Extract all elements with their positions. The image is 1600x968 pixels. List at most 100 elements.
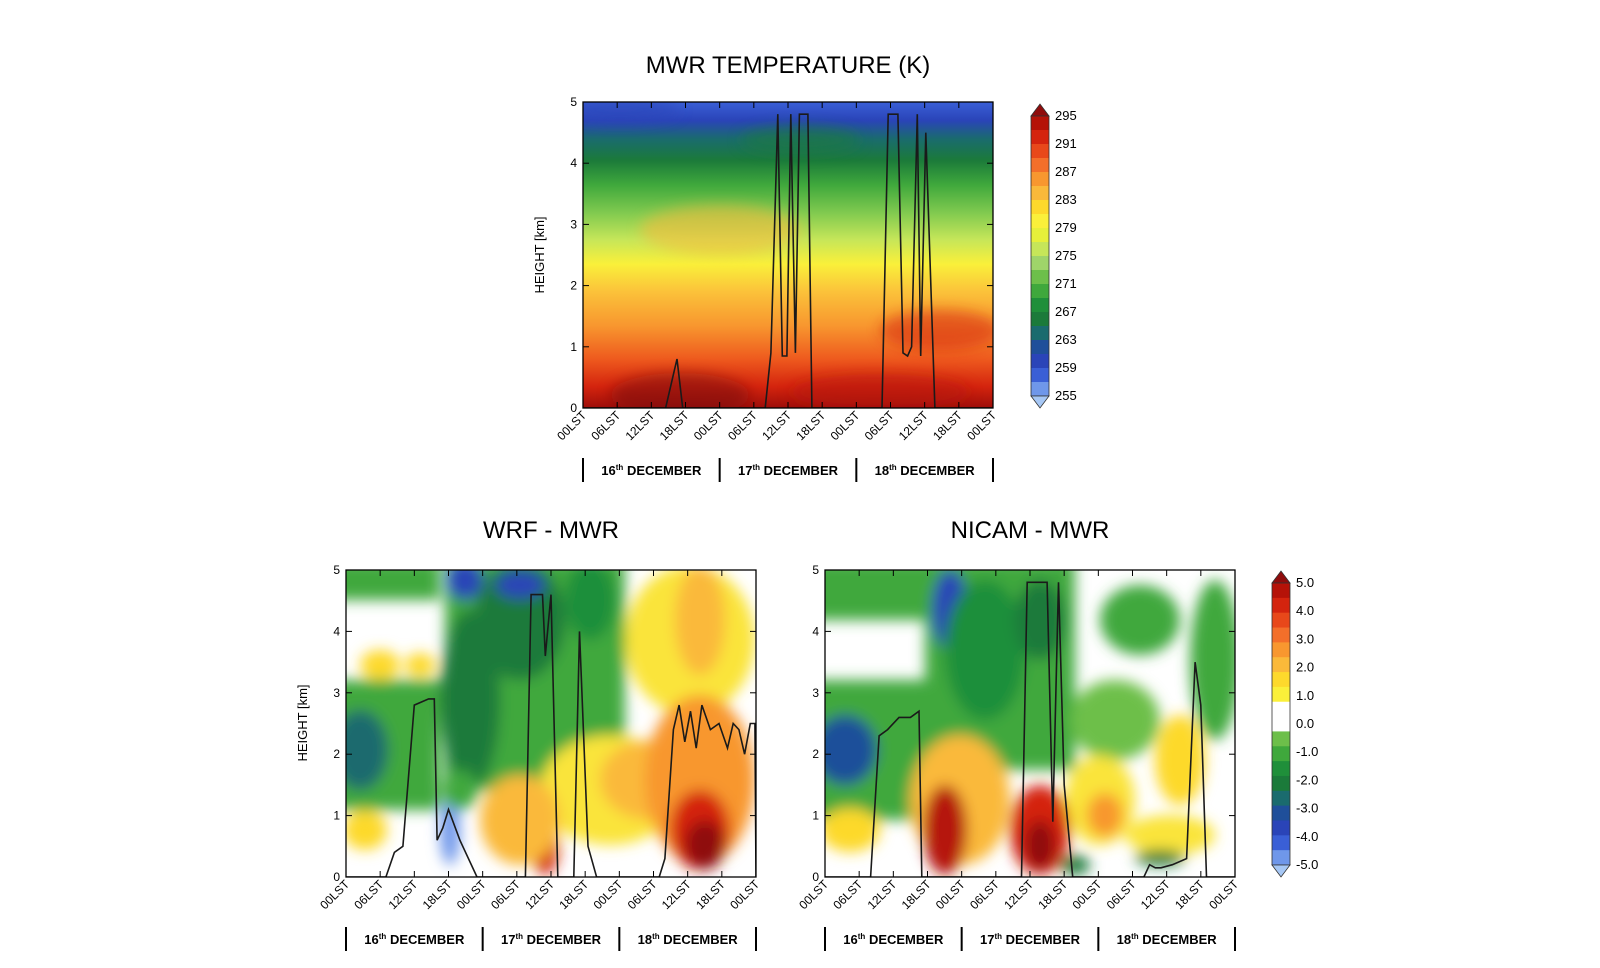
x-tick-label: 12LST [386, 877, 421, 912]
y-tick-label: 5 [812, 563, 819, 577]
colorbar-segment [1272, 701, 1290, 718]
day-label: 17th DECEMBER [501, 932, 602, 947]
x-tick-label: 00LST [964, 408, 999, 443]
boundary-layer-height-line [825, 581, 1235, 877]
colorbar-label: 263 [1055, 332, 1077, 347]
x-tick-label: 18LST [1035, 877, 1070, 912]
x-tick-label: 18LST [930, 408, 965, 443]
y-tick-label: 2 [570, 279, 577, 293]
colorbar-segment [1031, 298, 1049, 313]
y-tick-label: 2 [333, 747, 340, 761]
mwr-temperature-panel: MWR TEMPERATURE (K) HEIGHT [km] 0 1 2 3 4 5 00… [532, 52, 1077, 482]
x-tick-label: 12LST [896, 408, 931, 443]
colorbar-segment [1031, 326, 1049, 341]
colorbar-segment [1031, 382, 1049, 397]
colorbar-segment [1031, 256, 1049, 271]
x-tick-label: 12LST [759, 408, 794, 443]
colorbar-segment [1031, 200, 1049, 215]
colorbar-label: -4.0 [1296, 829, 1318, 844]
x-tick-label: 18LST [420, 877, 455, 912]
colorbar-label: 5.0 [1296, 575, 1314, 590]
y-axis-label: HEIGHT [km] [295, 684, 310, 761]
colorbar-segment [1031, 270, 1049, 285]
x-tick-label: 12LST [1138, 877, 1173, 912]
x-tick-label: 06LST [588, 408, 623, 443]
colorbar-label: 267 [1055, 304, 1077, 319]
y-tick-label: 0 [570, 401, 577, 415]
difference-field [346, 570, 756, 877]
colorbar-segment [1272, 746, 1290, 762]
colorbar-segment [1272, 642, 1290, 658]
boundary-layer-height-line [346, 593, 756, 877]
x-tick-label: 06LST [351, 877, 386, 912]
colorbar-label: 279 [1055, 220, 1077, 235]
colorbar-segment [1272, 775, 1290, 792]
colorbar-label: -2.0 [1296, 772, 1318, 787]
colorbar-segment [1031, 312, 1049, 327]
y-tick-label: 4 [570, 156, 577, 170]
colorbar-label: 287 [1055, 164, 1077, 179]
x-tick-label: 00LST [933, 877, 968, 912]
day-label: 18th DECEMBER [638, 932, 739, 947]
colorbar-segment [1031, 158, 1049, 173]
colorbar-extend-min [1271, 864, 1291, 878]
y-tick-label: 3 [570, 217, 577, 231]
x-tick-label: 06LST [725, 408, 760, 443]
colorbar-segment [1272, 597, 1290, 614]
x-tick-label: 06LST [862, 408, 897, 443]
x-tick-label: 00LST [727, 877, 762, 912]
colorbar-segment [1031, 116, 1049, 131]
y-tick-label: 1 [570, 340, 577, 354]
y-tick-label: 0 [812, 870, 819, 884]
x-tick-label: 00LST [1206, 877, 1241, 912]
colorbar-segment [1272, 731, 1290, 747]
panel-title: MWR TEMPERATURE (K) [646, 52, 930, 79]
x-tick-label: 06LST [1104, 877, 1139, 912]
x-tick-label: 00LST [1070, 877, 1105, 912]
colorbar-label: -1.0 [1296, 744, 1318, 759]
colorbar-label: 3.0 [1296, 631, 1314, 646]
x-tick-label: 06LST [625, 877, 660, 912]
day-label: 16th DECEMBER [364, 932, 465, 947]
colorbar-segment [1272, 583, 1290, 599]
x-tick-label: 12LST [522, 877, 557, 912]
colorbar-label: 0.0 [1296, 716, 1314, 731]
colorbar-segment [1272, 835, 1290, 851]
colorbar-segment [1272, 672, 1290, 688]
x-tick-label: 18LST [1172, 877, 1207, 912]
colorbar-segment [1031, 228, 1049, 243]
colorbar-label: -3.0 [1296, 801, 1318, 816]
panel-title: WRF - MWR [483, 517, 619, 544]
x-tick-label: 12LST [623, 408, 658, 443]
nicam-minus-mwr-panel: NICAM - MWR [796, 517, 1318, 951]
colorbar-segment [1031, 214, 1049, 229]
day-label: 18th DECEMBER [875, 463, 976, 478]
day-label: 17th DECEMBER [738, 463, 839, 478]
y-tick-label: 1 [812, 809, 819, 823]
y-tick-label: 3 [333, 686, 340, 700]
colorbar: 5.0 4.0 3.0 2.0 1.0 0.0 -1.0 -2.0 -3.0 -4.0 -5.0 [1271, 570, 1318, 878]
colorbar-segment [1272, 627, 1290, 643]
x-tick-label: 18LST [657, 408, 692, 443]
y-tick-label: 4 [333, 624, 340, 638]
y-tick-label: 1 [333, 809, 340, 823]
colorbar-segment [1031, 186, 1049, 201]
colorbar-segment [1031, 130, 1049, 145]
x-tick-label: 00LST [454, 877, 489, 912]
colorbar-segment [1272, 657, 1290, 673]
colorbar-segment [1272, 805, 1290, 821]
x-tick-label: 00LST [591, 877, 626, 912]
wrf-minus-mwr-panel: WRF - MWR [295, 517, 763, 951]
colorbar-label: -5.0 [1296, 857, 1318, 872]
colorbar-label: 291 [1055, 136, 1077, 151]
colorbar-segment [1031, 144, 1049, 159]
x-tick-label: 00LST [828, 408, 863, 443]
colorbar-segment [1031, 172, 1049, 187]
colorbar-segment [1272, 612, 1290, 629]
colorbar-label: 259 [1055, 360, 1077, 375]
x-tick-label: 12LST [659, 877, 694, 912]
colorbar-segment [1031, 368, 1049, 383]
colorbar-segment [1272, 686, 1290, 703]
colorbar-label: 2.0 [1296, 660, 1314, 675]
